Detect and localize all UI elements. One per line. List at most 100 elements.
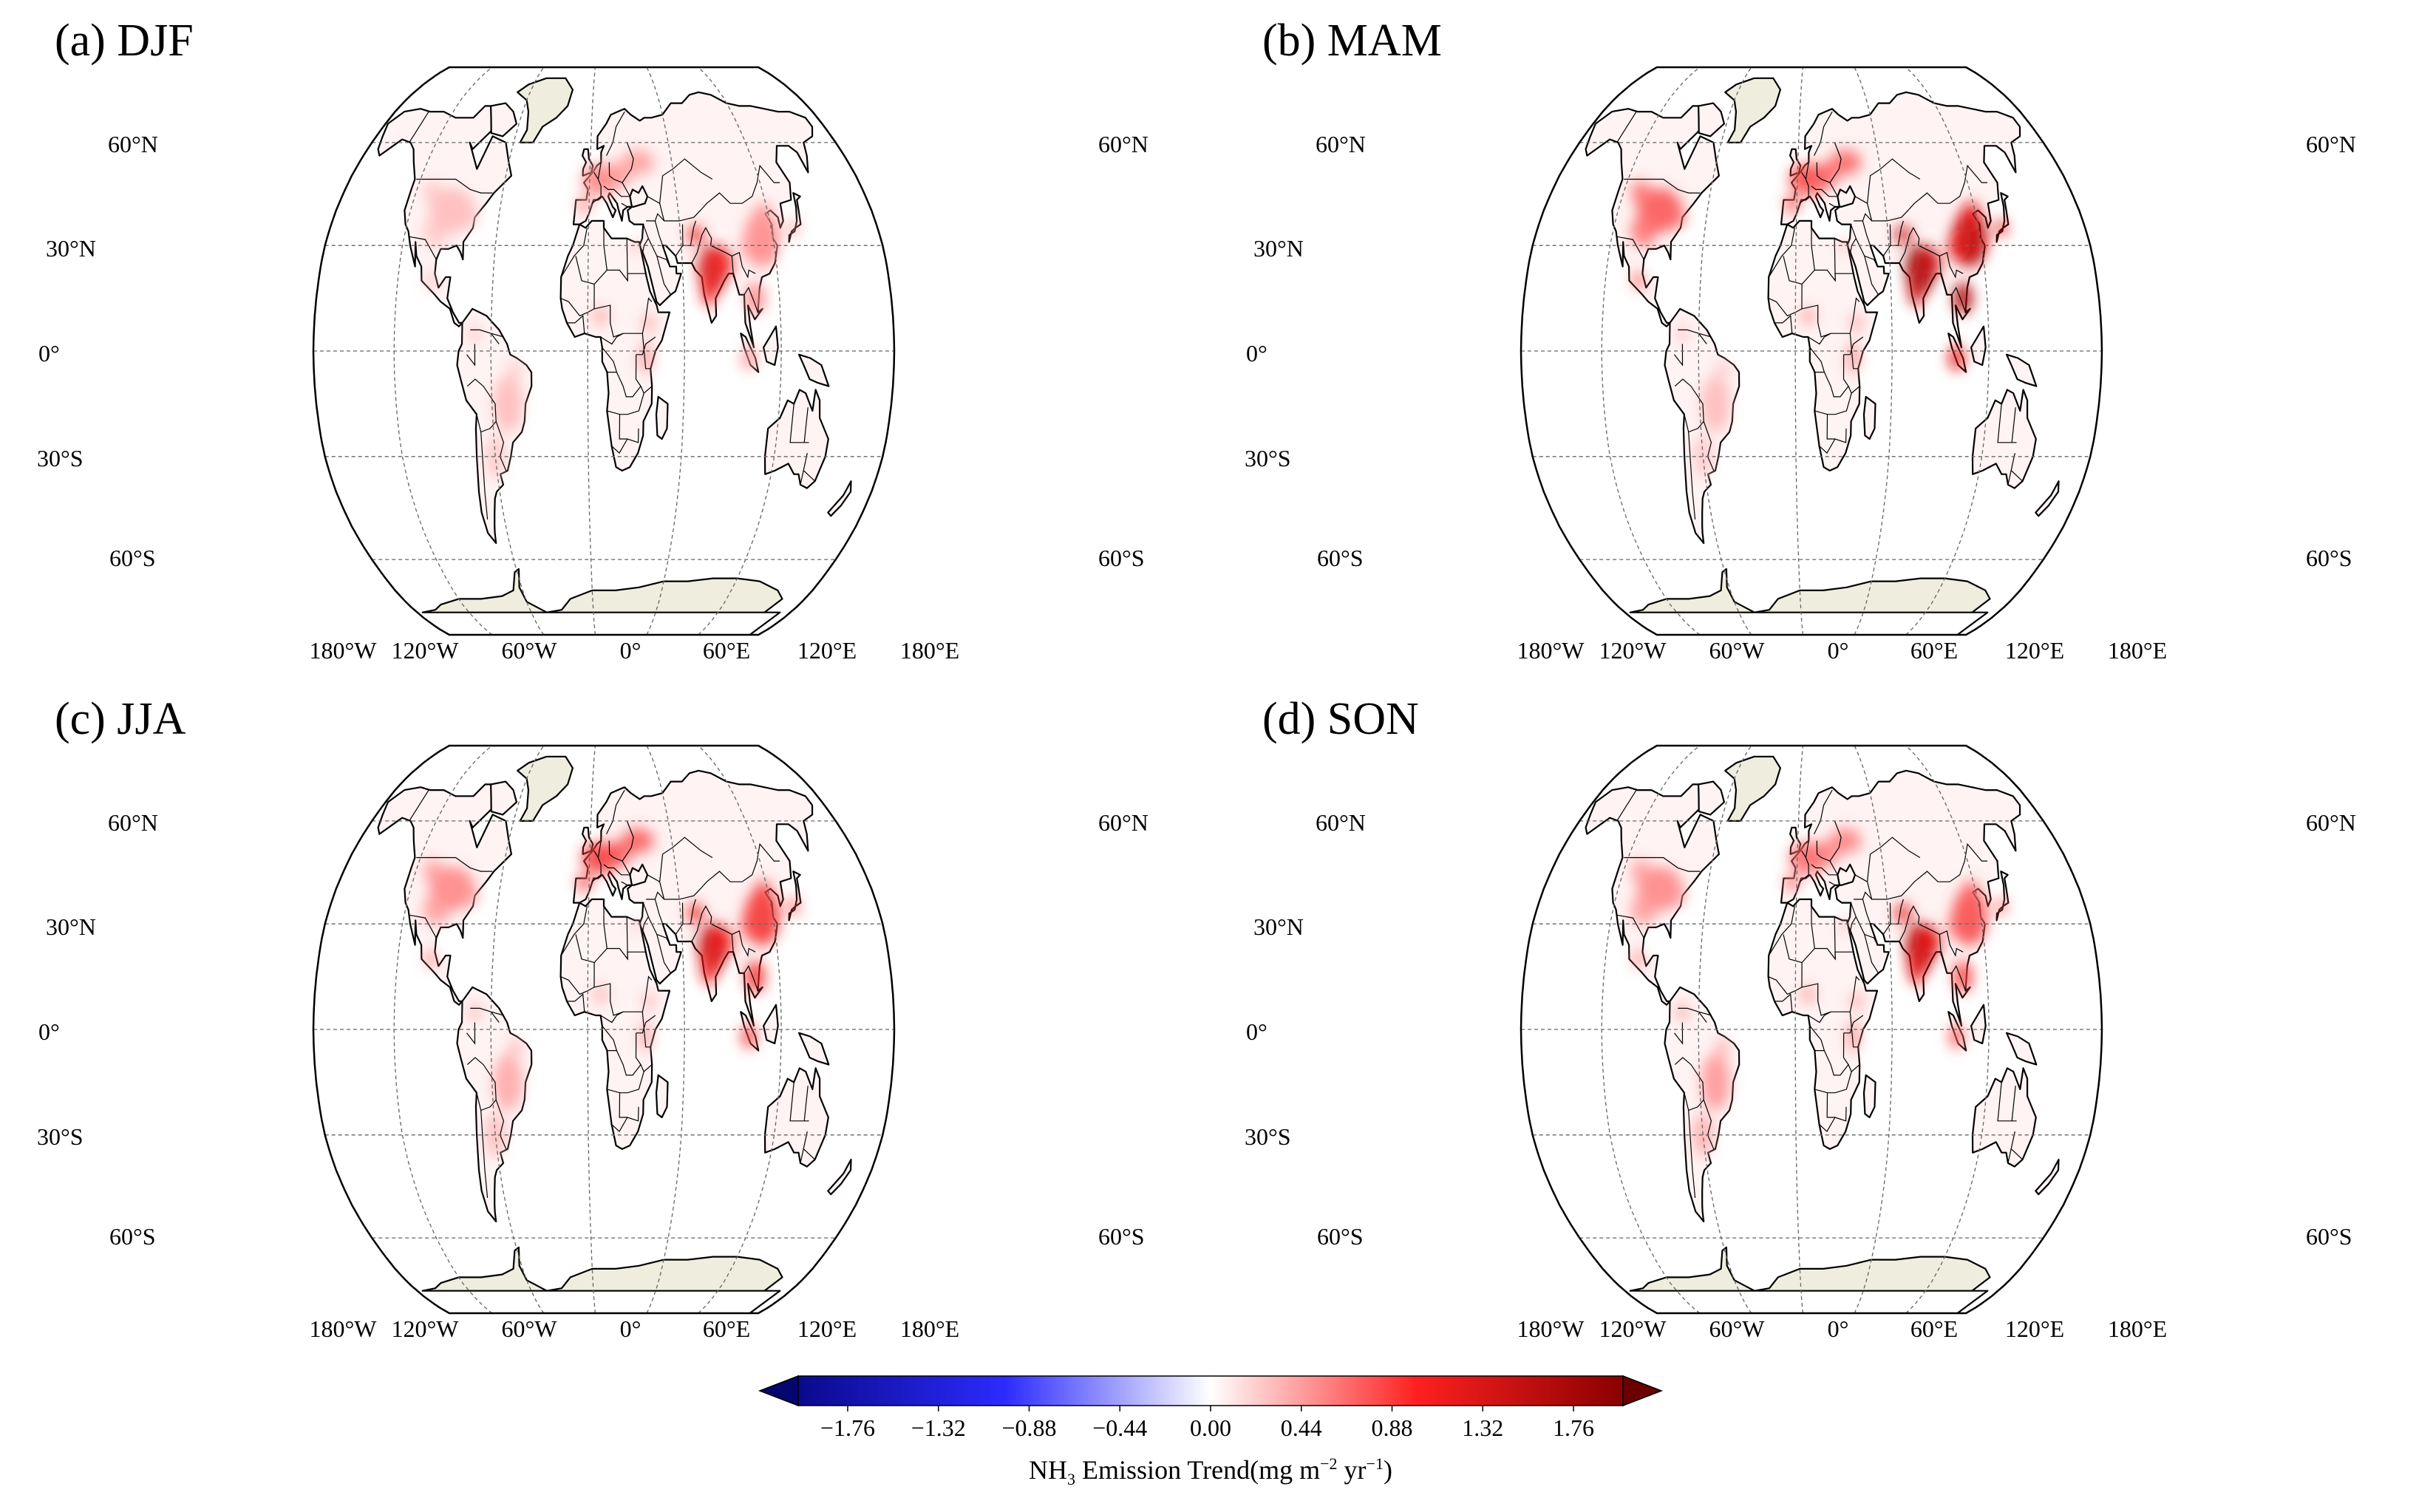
lon-label: 180°E <box>2107 637 2168 664</box>
emission-hotspot-east-africa <box>642 992 656 1011</box>
country-border <box>491 333 504 338</box>
landmass-australia <box>1971 1067 2037 1168</box>
meridian-line <box>1905 67 1990 635</box>
emission-hotspot-united-states <box>423 859 443 885</box>
emission-hotspot-east-africa <box>639 1021 653 1052</box>
emission-hotspot-united-states <box>1633 271 1644 290</box>
country-border <box>1674 1057 1704 1100</box>
country-border <box>642 333 651 370</box>
colorbar-extend-high <box>1622 1375 1664 1407</box>
country-border <box>491 1011 504 1016</box>
lat-label-left: 0° <box>38 1018 60 1045</box>
country-border <box>1939 256 1942 278</box>
emission-hotspot-eastern-china <box>741 1024 758 1049</box>
country-border <box>2011 1148 2024 1160</box>
lon-label: 0° <box>1827 1315 1849 1342</box>
lon-label: 180°W <box>1517 637 1585 664</box>
country-border <box>1850 224 1857 253</box>
emission-hotspot-india-indo-gangetic-plain <box>701 947 717 985</box>
country-border <box>1774 315 1793 334</box>
country-border <box>616 1050 642 1076</box>
country-border <box>1805 840 1809 858</box>
meridian-line <box>646 746 685 1313</box>
colorbar-svg <box>758 1375 1664 1411</box>
landmass-antarctica <box>421 568 783 635</box>
lon-label: 120°W <box>391 1315 459 1342</box>
country-border <box>2007 452 2015 486</box>
lat-label-left: 30°N <box>46 913 96 940</box>
country-border <box>1805 162 1809 180</box>
landmass-baffin <box>1698 102 1725 137</box>
country-border <box>1855 916 1878 945</box>
lat-label-right: 60°N <box>2306 131 2356 157</box>
emission-hotspot-india-indo-gangetic-plain <box>687 225 704 245</box>
emission-hotspot-eastern-china <box>741 345 758 371</box>
country-border <box>607 1071 644 1094</box>
colorbar-extend-low <box>758 1375 799 1407</box>
emission-hotspot-india-indo-gangetic-plain <box>1927 935 1941 955</box>
country-border <box>409 236 437 260</box>
meridian-line <box>587 746 596 1313</box>
graticule <box>313 746 894 1313</box>
emission-hotspot-united-states <box>426 271 436 290</box>
country-border <box>409 914 437 939</box>
country-border <box>789 1082 809 1122</box>
emission-trend-field <box>423 828 799 1157</box>
emission-hotspot-east-africa <box>642 313 656 333</box>
country-border <box>1624 178 1701 194</box>
emission-hotspot-south-america <box>1716 359 1729 378</box>
lon-label: 120°W <box>391 637 459 664</box>
emission-hotspot-eastern-china <box>1996 218 2007 238</box>
graticule <box>1521 746 2102 1313</box>
emission-hotspot-east-africa <box>1850 992 1863 1011</box>
map-outline <box>312 66 896 636</box>
map-panel-son: (d) SON 60°N 60°N 30°N 0° 30°S 60°S 60°S 180°W 1… <box>1208 678 2415 1358</box>
lon-label: 60°W <box>501 1315 557 1342</box>
emission-trend-field <box>1630 149 2007 479</box>
colorbar-title: NH3 Emission Trend(mg m−2 yr−1) <box>1029 1454 1392 1489</box>
lon-label: 180°E <box>2107 1315 2168 1342</box>
lon-label: 180°E <box>899 1315 960 1342</box>
map-svg <box>1520 744 2103 1315</box>
emission-hotspot-europe <box>622 828 654 854</box>
lon-label: 120°E <box>797 637 857 664</box>
country-border <box>1867 158 1921 204</box>
emission-hotspot-east-africa <box>1800 984 1817 1004</box>
emission-hotspot-south-america <box>1701 375 1730 432</box>
emission-hotspot-europe <box>1829 149 1862 175</box>
emission-hotspot-europe <box>1784 194 1800 214</box>
country-borders <box>409 111 816 520</box>
country-border <box>616 372 642 398</box>
country-border <box>2011 1086 2016 1121</box>
country-border <box>1703 1099 1715 1150</box>
country-border <box>1809 1025 1825 1052</box>
lat-label-left: 60°S <box>109 1223 156 1250</box>
emission-hotspot-eastern-china <box>746 282 766 314</box>
country-border <box>654 220 664 246</box>
panel-title: (d) SON <box>1262 694 1419 744</box>
country-border <box>560 976 595 995</box>
emission-hotspot-united-states <box>465 208 478 227</box>
country-border <box>691 227 756 279</box>
emission-hotspot-europe <box>1784 872 1800 891</box>
country-border <box>622 860 633 876</box>
country-border <box>2007 1131 2015 1164</box>
country-border <box>1809 347 1825 373</box>
landmass-australia <box>763 389 829 489</box>
emission-hotspot-europe <box>1812 841 1839 867</box>
country-border <box>593 962 653 1016</box>
country-border <box>1811 906 1815 949</box>
emission-hotspot-south-america <box>1716 1038 1729 1057</box>
country-border <box>646 891 665 900</box>
landmass-africa <box>559 219 671 471</box>
country-border <box>606 789 625 834</box>
emission-hotspot-europe <box>605 841 631 867</box>
country-border <box>1864 256 1879 296</box>
emission-hotspot-europe <box>1812 163 1839 188</box>
country-border <box>560 906 588 956</box>
lat-label-left: 30°S <box>37 1123 84 1150</box>
country-border <box>1616 914 1644 939</box>
country-border <box>1814 392 1852 415</box>
emission-hotspot-east-africa <box>592 984 609 1004</box>
emission-hotspot-united-states <box>423 180 443 206</box>
